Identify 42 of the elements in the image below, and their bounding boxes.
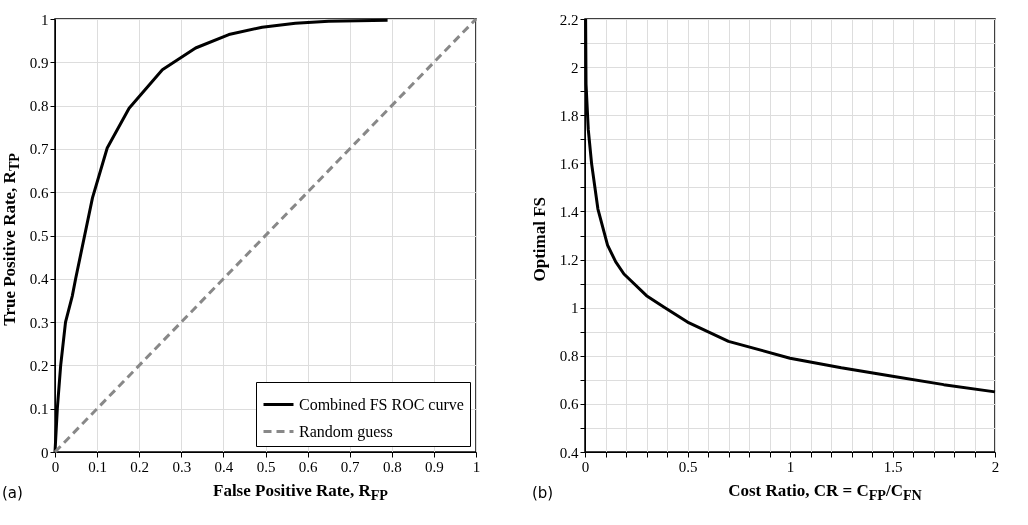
- x-tick-label: 0.2: [130, 458, 150, 475]
- x-tick-label: 0.6: [298, 458, 318, 475]
- y-tick-label: 1.6: [559, 155, 579, 172]
- x-tick-label: 0.5: [678, 458, 698, 475]
- x-tick-label: 2: [991, 458, 1000, 475]
- y-tick-label: 0.6: [559, 396, 579, 413]
- y-tick-label: 0.4: [29, 271, 49, 288]
- x-tick-label: 0.5: [256, 458, 276, 475]
- y-tick-label: 1.4: [559, 203, 579, 220]
- y-tick-label: 0.7: [29, 141, 49, 158]
- y-tick-label: 1.8: [559, 107, 579, 124]
- y-tick-label: 0.8: [559, 348, 579, 365]
- y-tick-label: 0.5: [29, 228, 49, 244]
- legend-label: Combined FS ROC curve: [299, 395, 464, 413]
- x-tick-label: 1.5: [883, 458, 903, 475]
- y-tick-label: 0.9: [29, 54, 49, 71]
- x-tick-label: 0.4: [214, 458, 234, 475]
- y-tick-label: 0.8: [29, 98, 49, 115]
- y-tick-label: 2: [571, 59, 579, 76]
- x-tick-label: 0.1: [88, 458, 107, 475]
- y-tick-label: 1: [571, 300, 579, 317]
- x-tick-label: 0.3: [172, 458, 192, 475]
- x-axis-title: False Positive Rate, R$_{FP}$: [213, 481, 388, 504]
- x-tick-label: 1: [786, 458, 795, 475]
- y-tick-label: 0.1: [29, 401, 49, 418]
- x-tick-label: 0.7: [340, 458, 361, 475]
- y-tick-label: 2.2: [559, 11, 579, 28]
- text: (a): [2, 484, 23, 503]
- y-tick-label: 0.4: [559, 444, 579, 461]
- y-tick-label: 0.6: [29, 184, 49, 201]
- x-tick-label: 0.9: [425, 458, 444, 475]
- y-tick-label: 0.2: [29, 357, 49, 374]
- legend-label: Random guess: [299, 422, 393, 441]
- y-tick-label: 0: [41, 444, 49, 461]
- y-tick-label: 0.3: [29, 314, 49, 331]
- x-tick-label: 1: [472, 458, 481, 475]
- y-tick-label: 1.2: [559, 252, 579, 269]
- x-axis-title: Cost Ratio, CR = C$_{FP}$/C$_{FN}$: [728, 481, 922, 504]
- x-tick-label: 0.8: [382, 458, 402, 475]
- y-axis-title: Optimal FS: [530, 197, 550, 282]
- y-tick-label: 1: [41, 11, 49, 28]
- text: (b): [532, 484, 554, 503]
